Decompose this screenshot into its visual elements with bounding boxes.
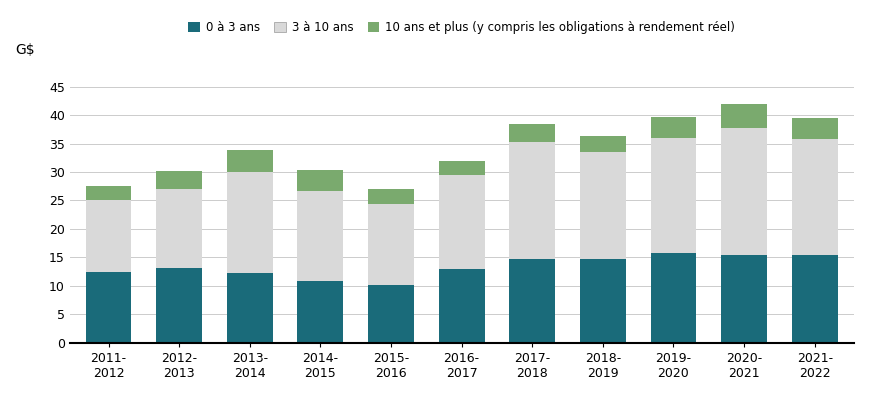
Bar	[651, 253, 697, 343]
Bar	[580, 152, 626, 258]
Bar	[651, 117, 697, 138]
Text: G$: G$	[15, 43, 35, 57]
Bar	[297, 170, 343, 191]
Bar	[580, 135, 626, 152]
Bar	[792, 118, 838, 139]
Bar	[651, 138, 697, 253]
Bar	[439, 175, 484, 269]
Bar	[226, 150, 273, 172]
Bar	[721, 127, 767, 255]
Bar	[510, 124, 555, 142]
Bar	[510, 142, 555, 258]
Bar	[156, 268, 202, 343]
Bar	[156, 189, 202, 268]
Bar	[85, 201, 132, 272]
Bar	[368, 285, 414, 343]
Bar	[721, 255, 767, 343]
Bar	[226, 172, 273, 273]
Bar	[297, 191, 343, 281]
Bar	[439, 269, 484, 343]
Bar	[368, 189, 414, 204]
Bar	[85, 272, 132, 343]
Legend: 0 à 3 ans, 3 à 10 ans, 10 ans et plus (y compris les obligations à rendement rée: 0 à 3 ans, 3 à 10 ans, 10 ans et plus (y…	[184, 16, 739, 39]
Bar	[85, 186, 132, 201]
Bar	[368, 204, 414, 285]
Bar	[792, 255, 838, 343]
Bar	[580, 258, 626, 343]
Bar	[792, 139, 838, 255]
Bar	[510, 258, 555, 343]
Bar	[226, 273, 273, 343]
Bar	[439, 161, 484, 175]
Bar	[156, 171, 202, 189]
Bar	[721, 104, 767, 127]
Bar	[297, 281, 343, 343]
